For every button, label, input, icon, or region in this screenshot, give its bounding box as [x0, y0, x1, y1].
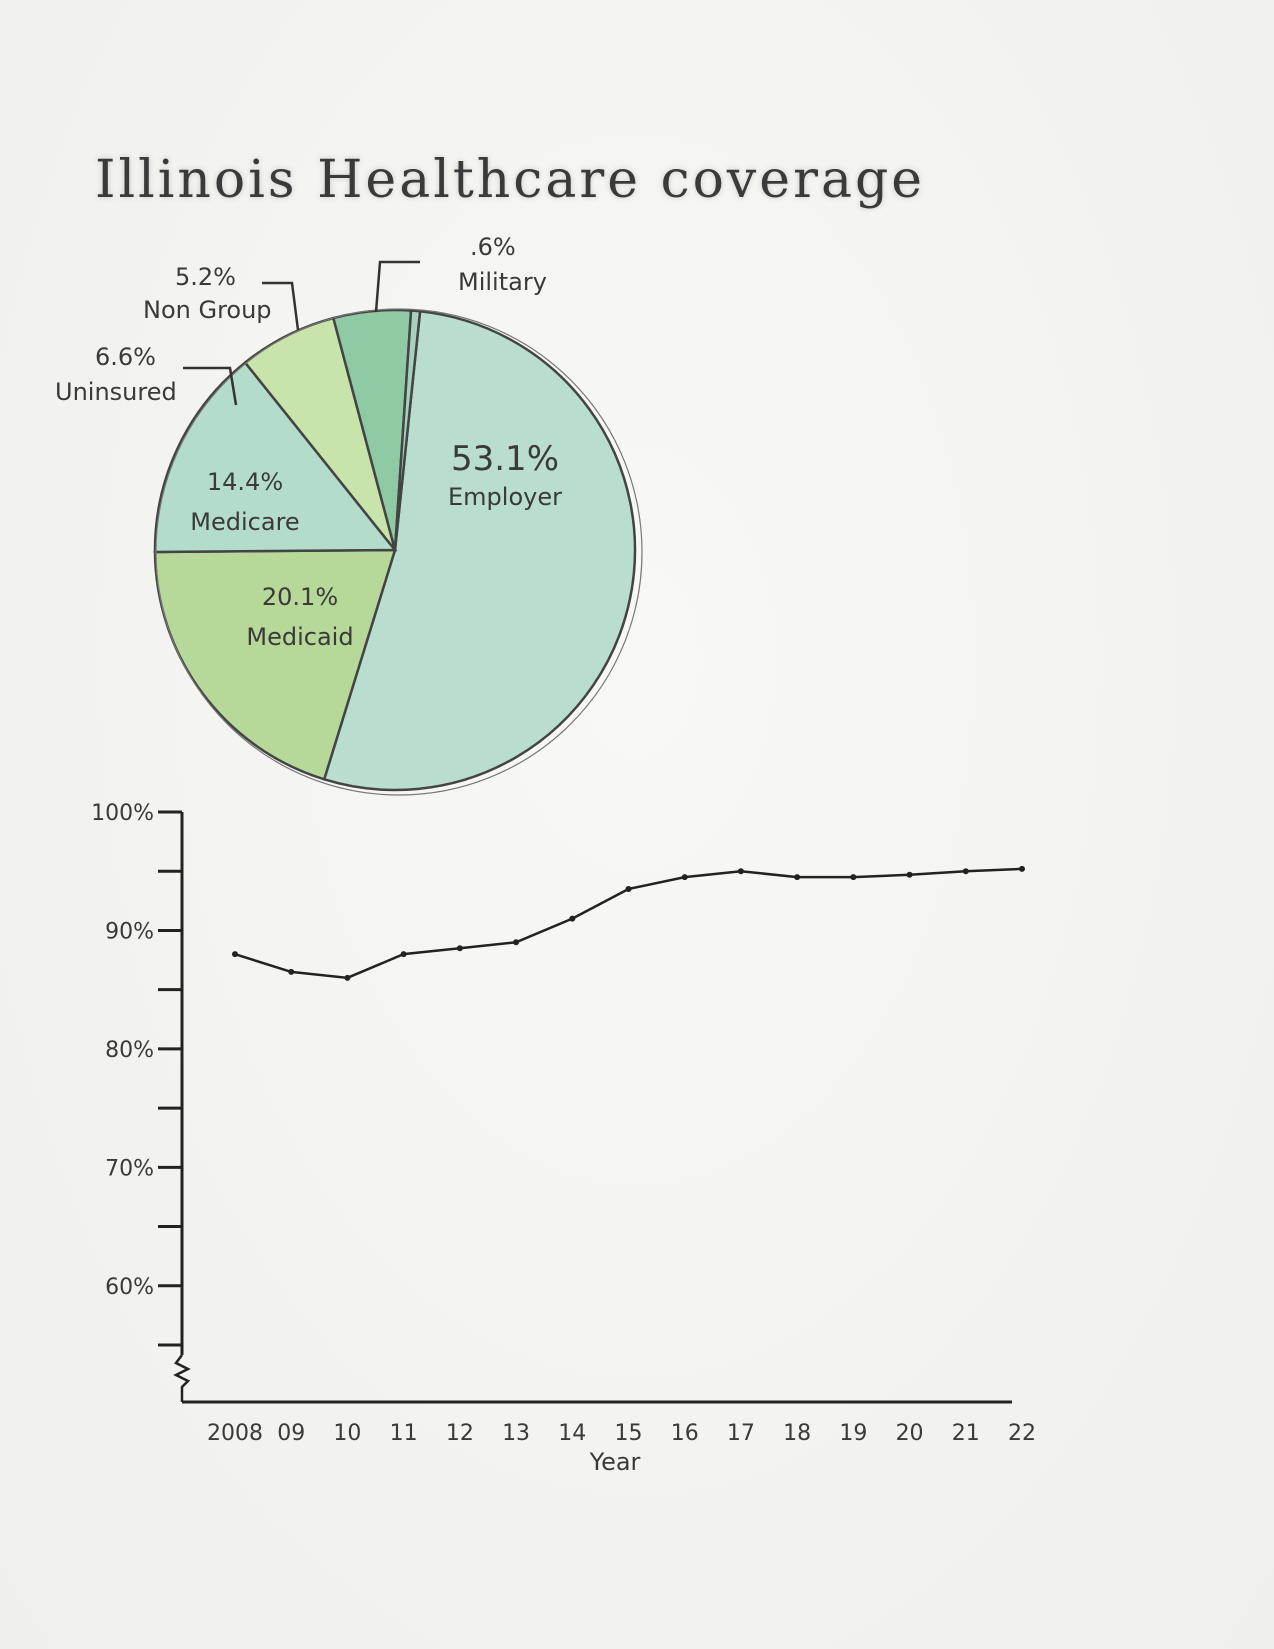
- data-point: [625, 885, 632, 892]
- pie-slice-label-medicare: Medicare: [190, 508, 299, 536]
- chart-title: Illinois Healthcare coverage: [95, 150, 926, 210]
- pie-slice-label-employer: Employer: [448, 483, 562, 511]
- x-tick-label: 18: [783, 1421, 811, 1446]
- x-tick-label: 14: [558, 1421, 586, 1446]
- pie-pct-label-uninsured: 6.6%: [95, 343, 156, 371]
- data-point: [400, 951, 407, 958]
- leader-line-non-group: [262, 281, 300, 331]
- data-point: [513, 939, 520, 946]
- x-tick-label: 09: [277, 1421, 305, 1446]
- pie-slice-label-military: Military: [458, 268, 547, 296]
- x-tick-label: 21: [952, 1421, 980, 1446]
- x-tick-label: 13: [502, 1421, 530, 1446]
- pie-slice-label-medicaid: Medicaid: [246, 623, 353, 651]
- pie-pct-label-medicaid: 20.1%: [262, 583, 338, 611]
- y-tick-label: 60%: [105, 1275, 154, 1300]
- data-point: [850, 874, 857, 881]
- pie-pct-label-non-group: 5.2%: [175, 263, 236, 291]
- data-point: [288, 968, 295, 975]
- x-tick-label: 11: [390, 1421, 418, 1446]
- pie-slice-employer: [322, 309, 637, 792]
- x-tick-label: 12: [446, 1421, 474, 1446]
- data-point: [344, 974, 351, 981]
- pie-pct-label-employer: 53.1%: [451, 439, 559, 479]
- y-tick-label: 100%: [91, 801, 154, 826]
- pie-chart: 53.1% Employer 20.1% Medicaid 14.4% Medicare 6…: [55, 233, 643, 796]
- leader-line-military: [374, 260, 420, 313]
- x-tick-label: 22: [1008, 1421, 1036, 1446]
- x-tick-label: 15: [615, 1421, 643, 1446]
- x-axis-title: Year: [589, 1448, 641, 1476]
- y-tick-label: 90%: [105, 919, 154, 944]
- x-tick-label: 10: [333, 1421, 361, 1446]
- y-tick-label: 70%: [105, 1156, 154, 1181]
- pie-slice-military: [393, 309, 422, 551]
- pie-slice-label-non-group: Non Group: [143, 296, 272, 324]
- x-tick-label: 20: [896, 1421, 924, 1446]
- coverage-series-line: [234, 867, 1023, 980]
- data-point: [456, 945, 463, 952]
- data-point: [906, 871, 913, 878]
- y-tick-label: 80%: [105, 1038, 154, 1063]
- x-tick-label: 16: [671, 1421, 699, 1446]
- data-point: [737, 868, 744, 875]
- data-point: [232, 951, 238, 958]
- data-point: [794, 874, 801, 881]
- axis-break-symbol: [173, 1354, 191, 1402]
- data-point: [681, 874, 688, 881]
- x-tick-label: 2008: [207, 1421, 263, 1446]
- pie-slice-label-uninsured: Uninsured: [55, 378, 177, 406]
- x-tick-label: 17: [727, 1421, 755, 1446]
- data-point: [569, 915, 576, 922]
- pie-outline: [155, 308, 643, 796]
- pie-pct-label-military: .6%: [470, 233, 516, 261]
- pie-pct-label-medicare: 14.4%: [207, 468, 283, 496]
- leader-line-uninsured: [183, 366, 238, 406]
- x-tick-label: 19: [839, 1421, 867, 1446]
- data-point: [962, 868, 969, 875]
- data-point: [1019, 865, 1025, 872]
